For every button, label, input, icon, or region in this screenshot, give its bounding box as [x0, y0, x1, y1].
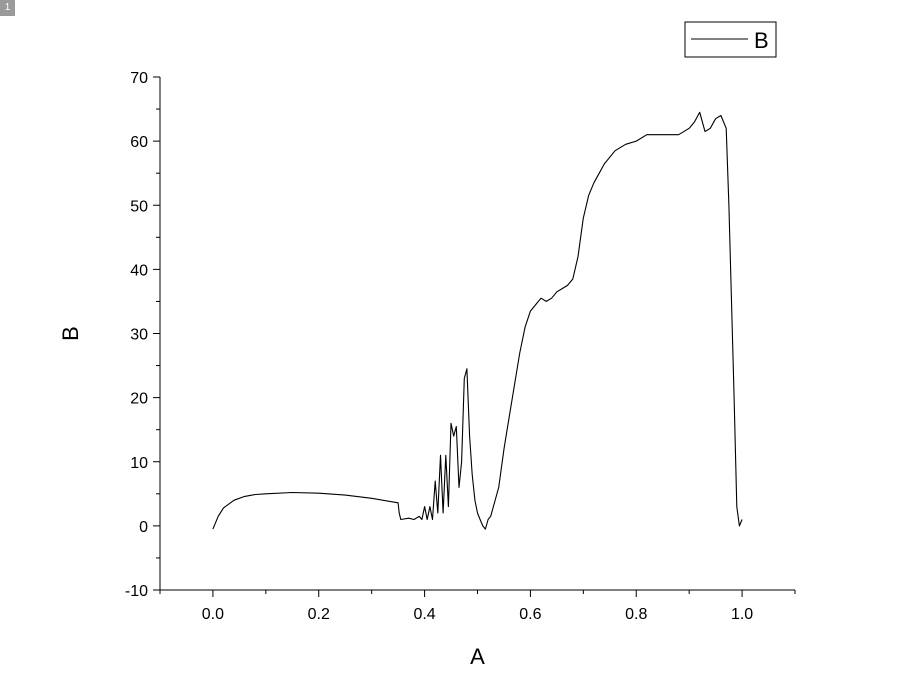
x-tick-label: 0.2: [308, 606, 330, 623]
y-tick-label: 60: [130, 134, 148, 151]
series-line-b: [212, 111, 743, 530]
x-tick-label: 0.4: [413, 606, 435, 623]
legend-label-b: B: [754, 28, 769, 53]
y-tick-label: 0: [139, 519, 148, 536]
x-axis-title: A: [470, 644, 485, 669]
y-axis-title: B: [58, 326, 83, 341]
y-tick-label: 20: [130, 391, 148, 408]
y-tick-label: 30: [130, 327, 148, 344]
y-tick-label: 40: [130, 262, 148, 279]
y-tick-label: 70: [130, 70, 148, 87]
x-tick-label: 0.8: [625, 606, 647, 623]
x-tick-label: 0.0: [202, 606, 224, 623]
x-tick-label: 0.6: [519, 606, 541, 623]
legend: B: [684, 21, 777, 58]
y-tick-label: 50: [130, 198, 148, 215]
ticks: -10 0 10 20 30 40 50 60 70 0.0 0.2 0.4 0.6 0.8 1.0: [125, 70, 796, 623]
page-number-badge: 1: [0, 0, 15, 16]
y-tick-label: -10: [125, 583, 148, 600]
x-tick-label: 1.0: [731, 606, 753, 623]
y-tick-label: 10: [130, 455, 148, 472]
series-lines: [212, 111, 743, 530]
